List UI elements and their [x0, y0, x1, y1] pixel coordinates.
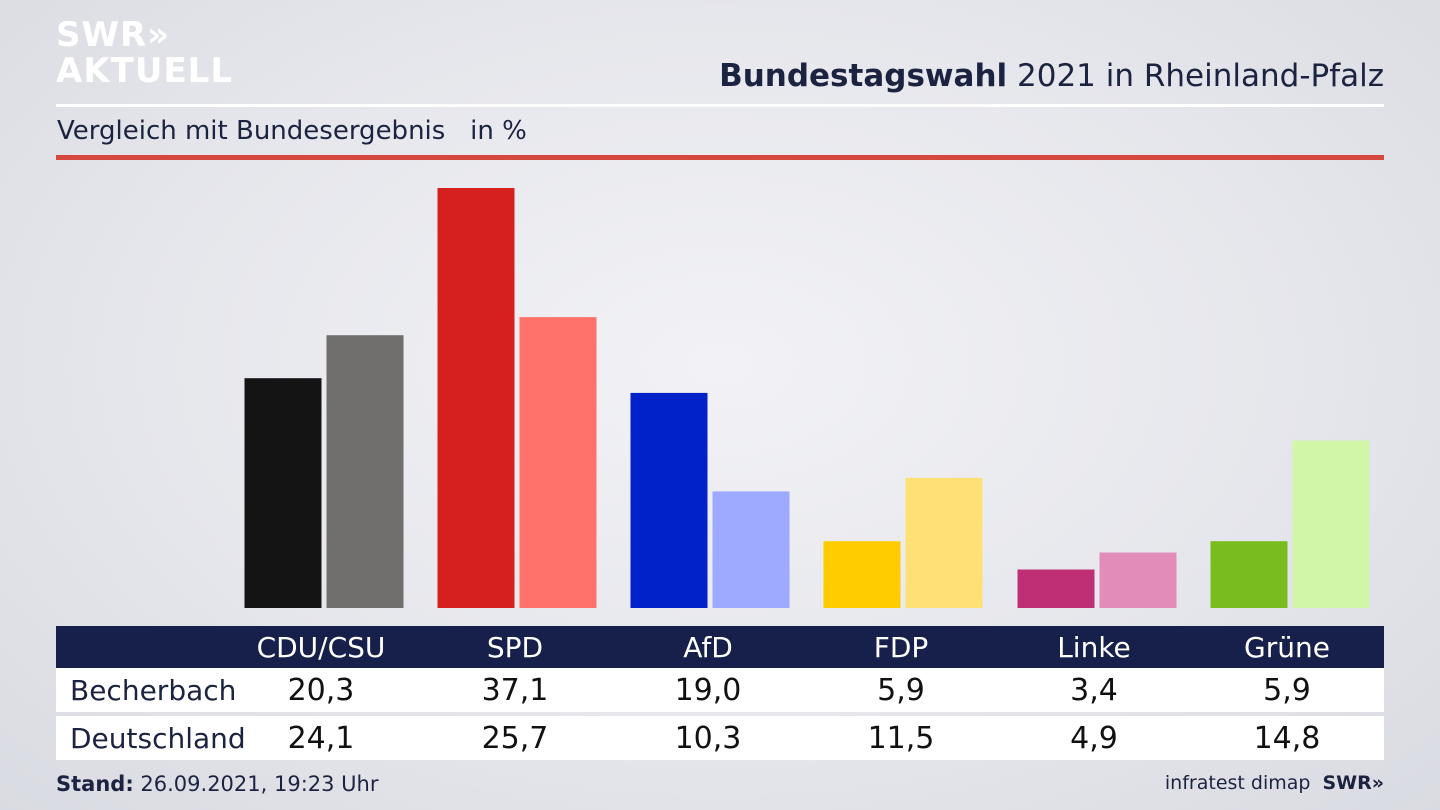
swr-aktuell-logo: SWR» AKTUELL [56, 18, 233, 88]
bar-grüne-becherbach [1210, 541, 1288, 608]
header-fdp: FDP [873, 630, 929, 664]
table-cell: 24,1 [287, 720, 355, 756]
bar-afd-becherbach [630, 392, 708, 608]
timestamp: Stand: 26.09.2021, 19:23 Uhr [56, 772, 379, 796]
bar-fdp-deutschland [905, 477, 983, 608]
bar-linke-becherbach [1017, 569, 1095, 608]
table-cell: 4,9 [1070, 720, 1118, 756]
bar-fdp-becherbach [823, 541, 901, 608]
table-row-becherbach: Becherbach 20,3 37,1 19,0 5,9 3,4 5,9 [56, 668, 1384, 712]
header-linke: Linke [1057, 630, 1131, 664]
bar-afd-deutschland [712, 491, 790, 608]
header-gruene: Grüne [1244, 630, 1330, 664]
header-cdu-csu: CDU/CSU [256, 630, 386, 664]
bar-spd-deutschland [519, 317, 597, 608]
source-text: infratest dimap [1164, 772, 1311, 794]
table-cell: 3,4 [1070, 672, 1118, 708]
bar-linke-deutschland [1099, 552, 1177, 608]
logo-swr: SWR» [56, 15, 169, 55]
table-cell: 20,3 [287, 672, 355, 708]
stand-value: 26.09.2021, 19:23 Uhr [133, 772, 379, 796]
table-cell: 14,8 [1253, 720, 1321, 756]
table-row-deutschland: Deutschland 24,1 25,7 10,3 11,5 4,9 14,8 [56, 716, 1384, 760]
bar-grüne-deutschland [1292, 440, 1370, 608]
title-rest: 2021 in Rheinland-Pfalz [1007, 58, 1384, 94]
row-label: Deutschland [70, 721, 246, 755]
swr-small-logo: SWR» [1322, 772, 1384, 794]
bar-spd-becherbach [437, 188, 515, 608]
table-header-row: CDU/CSU SPD AfD FDP Linke Grüne [56, 626, 1384, 668]
table-cell: 11,5 [867, 720, 935, 756]
bar-cducsu-becherbach [244, 378, 322, 608]
title-bold: Bundestagswahl [719, 58, 1008, 94]
table-cell: 5,9 [1263, 672, 1311, 708]
stand-label: Stand: [56, 772, 134, 796]
row-label: Becherbach [70, 673, 237, 707]
bar-cducsu-deutschland [326, 335, 404, 608]
table-cell: 37,1 [481, 672, 549, 708]
results-table: CDU/CSU SPD AfD FDP Linke Grüne Becherba… [56, 626, 1384, 760]
accent-rule [56, 155, 1384, 160]
title-divider [56, 104, 1384, 107]
table-cell: 25,7 [481, 720, 549, 756]
logo-aktuell: AKTUELL [56, 51, 234, 91]
table-cell: 19,0 [674, 672, 742, 708]
table-cell: 5,9 [877, 672, 925, 708]
table-cell: 10,3 [674, 720, 742, 756]
chart-subtitle: Vergleich mit Bundesergebnis in % [57, 116, 527, 146]
header-afd: AfD [683, 630, 733, 664]
header-spd: SPD [486, 630, 544, 664]
page-title: Bundestagswahl 2021 in Rheinland-Pfalz [719, 58, 1384, 94]
source-credit: infratest dimap SWR» [1165, 772, 1384, 794]
